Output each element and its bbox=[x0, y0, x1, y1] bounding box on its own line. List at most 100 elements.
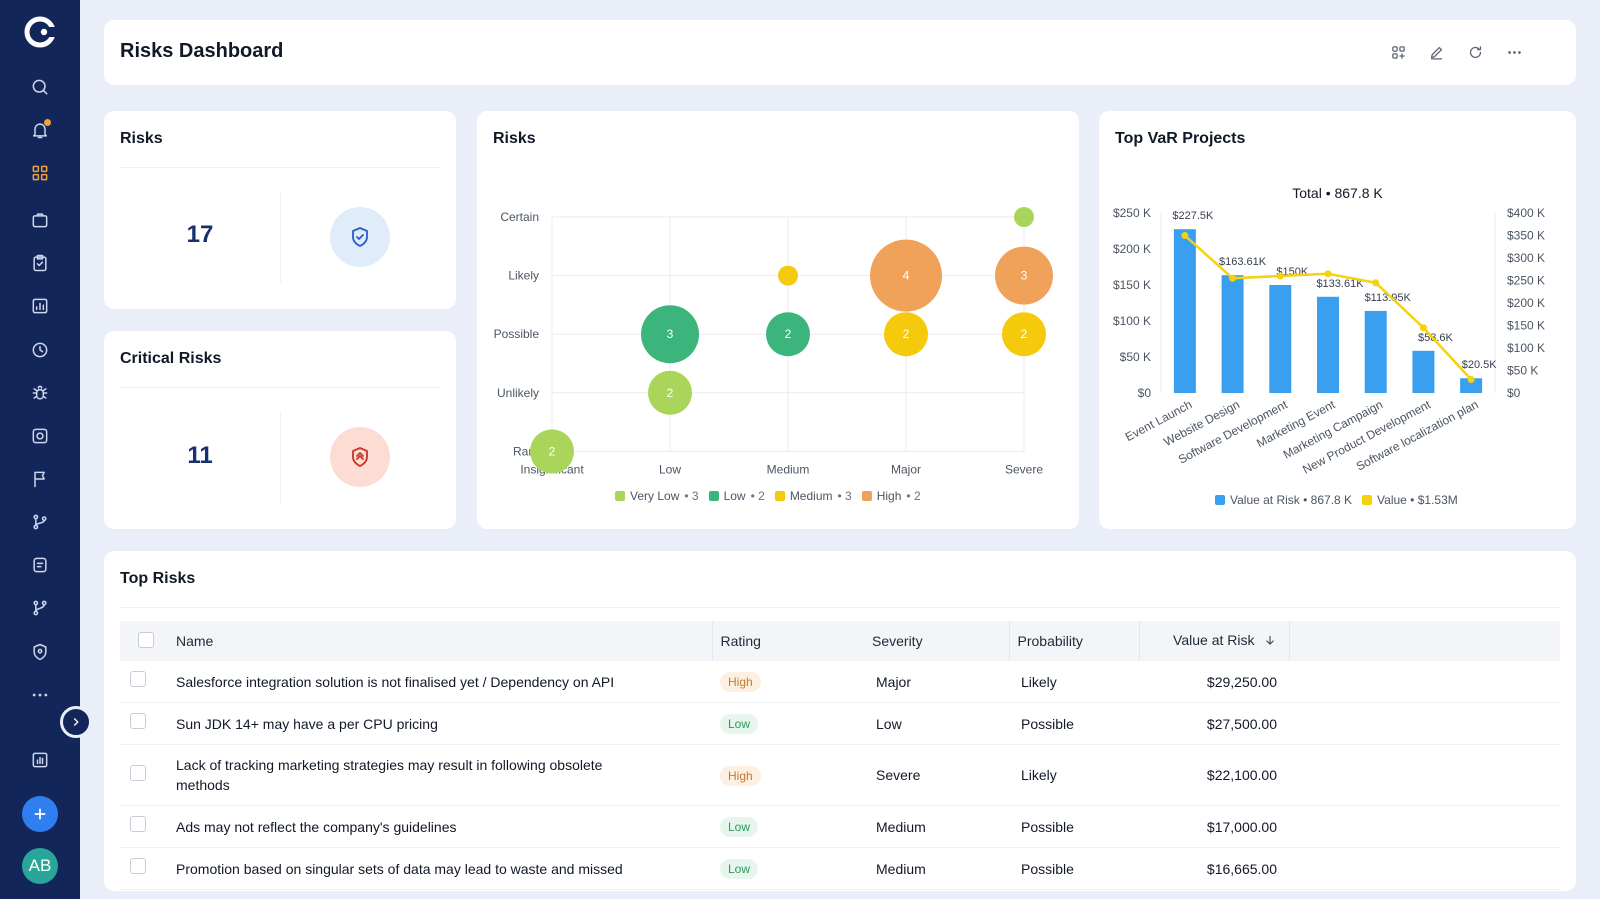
var-bar[interactable] bbox=[1269, 285, 1292, 393]
column-header-rating[interactable]: Rating bbox=[711, 621, 864, 661]
x-tick-label: Medium bbox=[767, 462, 810, 476]
var-bar[interactable] bbox=[1173, 229, 1196, 393]
legend-item[interactable]: Value at Risk • 867.8 K bbox=[1215, 493, 1352, 507]
legend-count: • 3 bbox=[837, 489, 852, 503]
y-right-tick-label: $0 bbox=[1507, 386, 1521, 400]
x-tick-label: Major bbox=[891, 462, 921, 476]
column-header-value-at-risk[interactable]: Value at Risk bbox=[1138, 621, 1289, 661]
table-row[interactable]: Ads may not reflect the company's guidel… bbox=[120, 805, 1560, 848]
var-bar[interactable] bbox=[1460, 378, 1483, 393]
bar-value-label: $113.95K bbox=[1365, 292, 1412, 304]
risks-kpi-title: Risks bbox=[120, 130, 163, 147]
value-line-point[interactable] bbox=[1467, 376, 1475, 383]
chart-icon[interactable] bbox=[26, 292, 54, 320]
more-options-icon[interactable] bbox=[1502, 40, 1526, 64]
row-checkbox[interactable] bbox=[130, 858, 146, 874]
column-header-name[interactable]: Name bbox=[176, 633, 214, 649]
severity-value: Low bbox=[876, 715, 902, 732]
git-branch-icon[interactable] bbox=[26, 508, 54, 536]
grid-icon[interactable] bbox=[26, 159, 54, 187]
sort-down-icon[interactable] bbox=[1263, 633, 1277, 650]
risk-bubble[interactable] bbox=[641, 305, 699, 364]
var-bar[interactable] bbox=[1412, 350, 1435, 393]
bell-icon[interactable] bbox=[26, 116, 54, 144]
column-header-probability[interactable]: Probability bbox=[1008, 621, 1139, 661]
widgets-icon[interactable] bbox=[1386, 40, 1410, 64]
refresh-icon[interactable] bbox=[1463, 40, 1487, 64]
risk-bubble[interactable] bbox=[884, 312, 928, 357]
value-line-point[interactable] bbox=[1181, 232, 1189, 239]
value-line-point[interactable] bbox=[1419, 324, 1427, 332]
report-icon[interactable] bbox=[26, 746, 54, 774]
var-bar[interactable] bbox=[1317, 296, 1339, 393]
clipboard-icon[interactable] bbox=[26, 249, 54, 277]
value-line-point[interactable] bbox=[1324, 270, 1332, 278]
camera-icon[interactable] bbox=[26, 422, 54, 450]
risk-name[interactable]: Salesforce integration solution is not f… bbox=[176, 673, 615, 690]
table-row[interactable]: Salesforce integration solution is not f… bbox=[120, 661, 1560, 703]
flag-icon[interactable] bbox=[26, 465, 54, 493]
risk-bubble[interactable] bbox=[530, 429, 574, 474]
severity-value: Medium bbox=[876, 860, 926, 877]
git-fork-icon[interactable] bbox=[26, 594, 54, 622]
row-checkbox[interactable] bbox=[130, 816, 146, 832]
add-button[interactable] bbox=[22, 796, 58, 832]
risk-name[interactable]: Lack of tracking marketing strategies ma… bbox=[176, 757, 603, 793]
var-bar[interactable] bbox=[1364, 310, 1387, 393]
legend-swatch bbox=[708, 491, 719, 501]
legend-item[interactable]: Low • 2 bbox=[708, 489, 765, 503]
legend-count: • 3 bbox=[684, 489, 699, 503]
y-right-tick-label: $400 K bbox=[1507, 206, 1545, 220]
legend-label: Very Low bbox=[630, 489, 680, 503]
value-line-point[interactable] bbox=[1229, 274, 1237, 282]
row-checkbox[interactable] bbox=[130, 671, 146, 687]
avatar[interactable]: AB bbox=[22, 848, 58, 884]
legend-item[interactable]: Medium • 3 bbox=[774, 489, 852, 503]
risk-bubble[interactable] bbox=[766, 312, 810, 357]
risk-bubble[interactable] bbox=[870, 239, 942, 312]
x-tick-label: Severe bbox=[1005, 462, 1043, 476]
var-bar[interactable] bbox=[1221, 275, 1244, 393]
x-tick-label: Low bbox=[659, 462, 681, 476]
risk-name[interactable]: Sun JDK 14+ may have a per CPU pricing bbox=[176, 715, 438, 732]
select-all-checkbox[interactable] bbox=[138, 631, 154, 648]
legend-item[interactable]: Value • $1.53M bbox=[1362, 493, 1458, 507]
search-icon[interactable] bbox=[26, 73, 54, 101]
column-header-severity[interactable]: Severity bbox=[872, 633, 923, 649]
table-row[interactable]: Sun JDK 14+ may have a per CPU pricing Lo… bbox=[120, 702, 1560, 745]
legend-swatch bbox=[615, 491, 625, 501]
more-icon[interactable] bbox=[26, 681, 54, 709]
probability-value: Possible bbox=[1021, 818, 1074, 835]
legend-label: Value at Risk • 867.8 K bbox=[1230, 493, 1353, 507]
risk-bubble[interactable] bbox=[995, 246, 1053, 305]
critical-risks-count: 11 bbox=[187, 442, 213, 469]
table-row[interactable]: Lack of tracking marketing strategies ma… bbox=[120, 744, 1560, 806]
legend-item[interactable]: High • 2 bbox=[861, 489, 921, 503]
value-at-risk: $17,000.00 bbox=[1206, 818, 1277, 835]
value-line-point[interactable] bbox=[1372, 279, 1380, 287]
risk-name[interactable]: Ads may not reflect the company's guidel… bbox=[176, 818, 457, 835]
y-tick-label: Likely bbox=[508, 269, 539, 283]
value-at-risk: $27,500.00 bbox=[1206, 715, 1277, 732]
clock-icon[interactable] bbox=[26, 336, 54, 364]
risk-bubble[interactable] bbox=[1014, 207, 1034, 227]
briefcase-icon[interactable] bbox=[26, 206, 54, 234]
legend-item[interactable]: Very Low • 3 bbox=[615, 489, 699, 503]
risk-name[interactable]: Promotion based on singular sets of data… bbox=[176, 860, 623, 877]
app-logo[interactable] bbox=[22, 14, 58, 50]
risk-bubble[interactable] bbox=[1002, 312, 1046, 357]
edit-icon[interactable] bbox=[1424, 40, 1448, 64]
risk-bubble[interactable] bbox=[778, 265, 798, 286]
shield-icon[interactable] bbox=[26, 638, 54, 666]
expand-sidebar-button[interactable] bbox=[60, 706, 92, 738]
bar-value-label: $227.5K bbox=[1172, 210, 1214, 222]
probability-value: Possible bbox=[1021, 860, 1074, 877]
row-checkbox[interactable] bbox=[130, 764, 146, 781]
risk-bubble[interactable] bbox=[648, 370, 692, 415]
document-icon[interactable] bbox=[26, 551, 54, 579]
value-line-point[interactable] bbox=[1276, 272, 1284, 280]
row-checkbox[interactable] bbox=[130, 713, 146, 729]
table-row[interactable]: Promotion based on singular sets of data… bbox=[120, 847, 1560, 890]
bug-icon[interactable] bbox=[26, 379, 54, 407]
severity-value: Major bbox=[876, 673, 912, 690]
